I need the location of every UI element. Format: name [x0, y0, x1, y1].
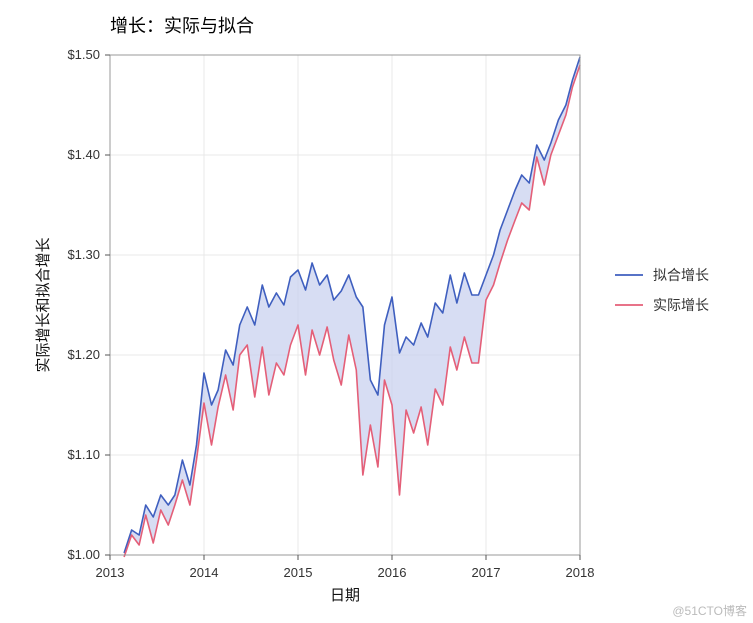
x-tick-label: 2016: [378, 565, 407, 580]
x-tick-label: 2014: [190, 565, 219, 580]
x-tick-label: 2013: [96, 565, 125, 580]
x-tick-label: 2018: [566, 565, 595, 580]
y-tick-label: $1.10: [67, 447, 100, 462]
y-tick-label: $1.20: [67, 347, 100, 362]
x-tick-label: 2015: [284, 565, 313, 580]
y-tick-label: $1.30: [67, 247, 100, 262]
legend-label: 拟合增长: [653, 267, 709, 283]
chart-container: 增长：实际与拟合 201320142015201620172018$1.00$1…: [0, 0, 753, 623]
y-tick-label: $1.40: [67, 147, 100, 162]
y-axis-label: 实际增长和拟合增长: [35, 237, 52, 372]
x-axis-label: 日期: [330, 587, 360, 604]
y-tick-label: $1.50: [67, 47, 100, 62]
legend-label: 实际增长: [653, 297, 709, 313]
chart-svg: 2013 2014 2015 2016 2017 2018 $1.00 $1.10 $1.20 $…: [0, 0, 753, 623]
y-tick-label: $1.00: [67, 547, 100, 562]
x-tick-label: 2017: [472, 565, 501, 580]
watermark: @51CTO博客: [672, 602, 747, 619]
